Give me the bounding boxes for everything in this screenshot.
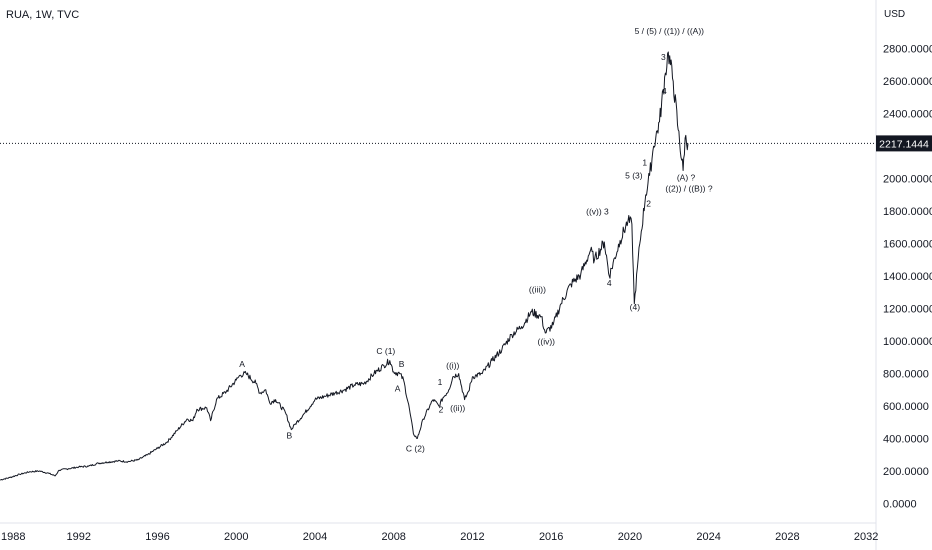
- wave-label: A: [239, 359, 245, 369]
- wave-label: 1: [438, 377, 443, 387]
- price-tick-label: 0.0000: [883, 499, 917, 511]
- time-tick-label: 2032: [854, 531, 878, 543]
- wave-label: ((iv)): [538, 336, 556, 346]
- price-tick-label: 2600.0000: [883, 76, 932, 88]
- time-tick-label: 1992: [66, 531, 90, 543]
- price-axis-ticks[interactable]: 0.0000 200.0000 400.0000 600.0000 800.0000 10…: [883, 44, 932, 511]
- wave-label: 3: [661, 52, 666, 62]
- time-tick-label: 1988: [1, 531, 25, 543]
- wave-label: B: [287, 431, 293, 441]
- time-axis-ticks[interactable]: 1988 1992 1996 2000 2004 2008 2012 2016 2020 2024…: [1, 531, 878, 543]
- price-tick-label: 400.0000: [883, 434, 929, 446]
- price-tick-label: 1400.0000: [883, 271, 932, 283]
- time-tick-label: 1996: [145, 531, 169, 543]
- current-price-label: 2217.1444: [879, 138, 929, 150]
- time-tick-label: 2020: [618, 531, 642, 543]
- time-tick-label: 2024: [696, 531, 720, 543]
- wave-label: (4): [630, 302, 641, 312]
- price-tick-label: 1600.0000: [883, 239, 932, 251]
- wave-label: 2: [646, 198, 651, 208]
- price-tick-label: 2400.0000: [883, 109, 932, 121]
- wave-label: ((iii)): [529, 284, 546, 294]
- time-tick-label: 2012: [460, 531, 484, 543]
- wave-annotation-layer: 5 / (5) / ((1)) / ((A)) 3 4 1 5 (3) 2 (A) ? ((2…: [239, 26, 713, 453]
- price-tick-label: 1800.0000: [883, 206, 932, 218]
- time-tick-label: 2008: [381, 531, 405, 543]
- price-marker-badge: 2217.1444: [876, 135, 932, 152]
- price-tick-label: 1200.0000: [883, 304, 932, 316]
- currency-label: USD: [884, 9, 906, 20]
- price-tick-label: 1000.0000: [883, 336, 932, 348]
- price-tick-label: 2800.0000: [883, 44, 932, 56]
- wave-label: 4: [607, 278, 612, 288]
- wave-label: A: [395, 383, 401, 393]
- wave-label: B: [399, 359, 405, 369]
- wave-label: ((v)) 3: [586, 206, 609, 216]
- price-line-layer: [0, 51, 689, 481]
- price-tick-label: 2000.0000: [883, 174, 932, 186]
- time-tick-label: 2016: [539, 531, 563, 543]
- wave-label: 5 / (5) / ((1)) / ((A)): [635, 26, 705, 36]
- wave-label: (A) ?: [677, 172, 696, 182]
- wave-label: ((ii)): [450, 403, 465, 413]
- wave-label: 4: [662, 86, 667, 96]
- time-tick-label: 2000: [224, 531, 248, 543]
- price-series-line[interactable]: [0, 51, 689, 481]
- current-price-badge: [876, 135, 932, 152]
- wave-label: C (2): [406, 444, 425, 454]
- symbol-title: RUA, 1W, TVC: [6, 9, 80, 21]
- price-tick-label: 600.0000: [883, 401, 929, 413]
- wave-label: 5 (3): [625, 171, 643, 181]
- wave-label: 2: [439, 405, 444, 415]
- time-tick-label: 2028: [775, 531, 799, 543]
- wave-label: ((i)): [446, 361, 459, 371]
- price-tick-label: 200.0000: [883, 466, 929, 478]
- price-tick-label: 800.0000: [883, 369, 929, 381]
- wave-label: 1: [642, 158, 647, 168]
- wave-label: ((2)) / ((B)) ?: [665, 184, 712, 194]
- time-tick-label: 2004: [303, 531, 327, 543]
- wave-label: C (1): [376, 346, 395, 356]
